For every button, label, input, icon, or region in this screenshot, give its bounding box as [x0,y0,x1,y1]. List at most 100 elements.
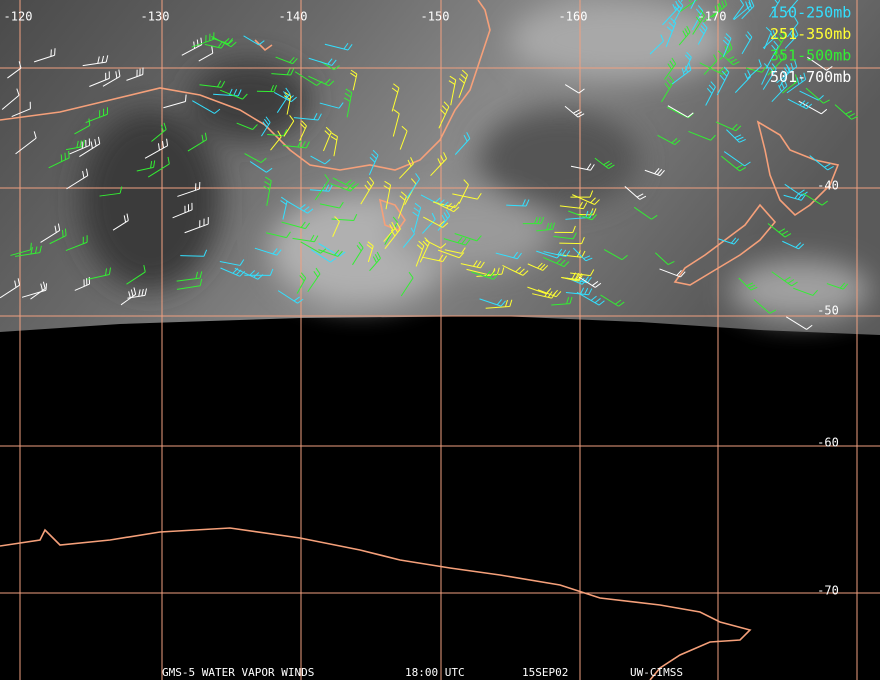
barb-shaft [270,136,282,151]
barb-flag [441,105,448,112]
wind-barb [807,56,833,71]
barb-flag [79,140,82,148]
wind-barb [716,66,730,96]
barb-flag [668,22,675,28]
barb-flag [143,264,146,273]
wind-barb [769,0,781,18]
longitude-labels: -120 -130 -140 -150 -160 -170 [4,10,727,24]
wind-barb [74,118,91,135]
barb-flag [82,170,85,179]
wind-barb [293,113,322,121]
barb-shaft [437,249,460,259]
barb-flag [839,282,846,289]
barb-flag [585,210,589,218]
barb-flag [583,202,588,209]
barb-flag [772,30,777,38]
barb-shaft [703,60,718,75]
barb-flag [371,153,377,160]
barb-flag [797,193,803,200]
barb-flag [331,59,337,66]
barb-flag [736,164,743,169]
wind-barb [502,265,529,276]
wind-barb [778,64,791,88]
barb-flag [315,267,321,275]
barb-flag [687,112,694,118]
barb-flag [769,66,775,74]
wind-barb [802,192,829,206]
barb-flag [578,277,585,284]
wind-barb [163,94,187,109]
footer-title: GMS-5 WATER VAPOR WINDS [162,666,314,679]
wind-barb [415,240,425,267]
barb-flag [130,289,134,297]
barb-flag [781,230,789,236]
barb-flag [324,78,331,85]
barb-flag [589,269,595,276]
wind-barb [318,249,343,257]
barb-flag [401,125,408,132]
barb-flag [454,201,460,208]
wind-barb [458,69,468,99]
wind-barb [785,316,813,330]
wind-barb [40,223,61,243]
barb-flag [239,270,246,277]
barb-flag [216,80,222,88]
barb-shaft [732,4,745,20]
barb-flag [566,297,570,305]
barb-flag [725,33,732,39]
wind-barb [49,228,67,245]
barb-flag [575,274,580,281]
barb-flag [150,160,153,169]
barb-flag [739,0,745,6]
barb-flag [90,141,93,149]
wind-barb [688,130,716,141]
barb-flag [733,238,740,245]
wind-barb [732,0,745,20]
barb-shaft [7,67,22,79]
barb-flag [458,78,465,84]
barb-flag [440,155,445,162]
barb-flag [540,216,545,224]
wind-barb [283,115,295,137]
barb-flag [774,0,779,4]
legend-entry: 251-350mb [770,25,851,43]
wind-barb [66,139,85,151]
wind-barb [454,233,482,242]
barb-flag [227,38,234,45]
wind-barb [266,231,291,239]
longitude-label: -170 [698,10,727,24]
barb-flag [88,118,91,126]
latitude-label: -60 [817,436,839,450]
wind-barb [485,299,513,309]
barb-flag [264,181,271,186]
barb-flag [64,152,66,160]
wind-barb [310,249,337,263]
wind-barb [176,271,203,282]
wind-barb [448,75,457,106]
barb-flag [746,4,750,11]
wind-barb [69,138,91,155]
barb-flag [300,221,306,228]
wind-barbs [0,0,859,330]
barb-flag [824,163,831,168]
barb-flag [480,261,485,269]
barb-flag [162,140,165,149]
barb-shaft [690,0,696,9]
wind-barb [366,241,374,263]
barb-flag [310,234,315,242]
wind-barb [786,0,799,13]
barb-flag [717,3,721,11]
barb-flag [794,28,799,36]
barb-flag [583,255,591,259]
barb-flag [795,242,802,248]
barb-flag [108,267,111,275]
barb-flag [305,222,311,229]
wind-barb [79,136,101,158]
barb-flag [748,284,756,289]
barb-flag [396,222,401,230]
wind-barb [690,0,696,9]
barb-flag [557,248,563,256]
latitude-label: -40 [817,179,839,193]
wind-barb [249,161,273,173]
wind-barb [280,196,288,220]
